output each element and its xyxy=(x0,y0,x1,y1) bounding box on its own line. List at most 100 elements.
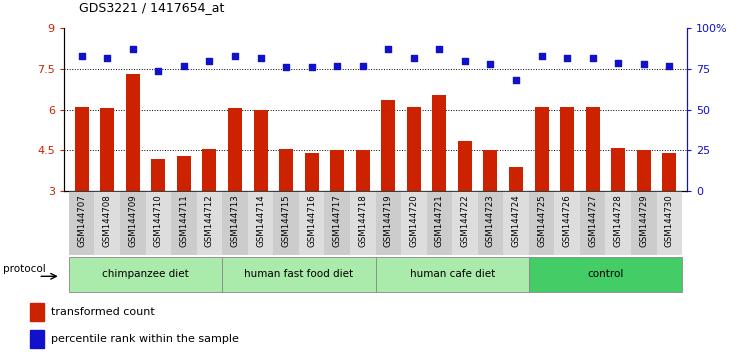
Bar xyxy=(458,141,472,191)
Bar xyxy=(146,191,171,255)
Bar xyxy=(484,150,497,191)
Bar xyxy=(452,191,478,255)
Bar xyxy=(74,107,89,191)
Text: GSM144729: GSM144729 xyxy=(639,194,648,247)
Bar xyxy=(152,159,165,191)
Text: transformed count: transformed count xyxy=(51,307,155,317)
Bar xyxy=(433,95,446,191)
Text: GSM144728: GSM144728 xyxy=(614,194,623,247)
Point xyxy=(663,63,675,69)
Text: GSM144730: GSM144730 xyxy=(665,194,674,247)
Text: control: control xyxy=(587,269,623,279)
Point xyxy=(331,63,343,69)
Bar xyxy=(120,191,146,255)
Bar xyxy=(273,191,299,255)
Bar xyxy=(427,191,452,255)
FancyBboxPatch shape xyxy=(529,257,682,292)
Bar xyxy=(95,191,120,255)
Point xyxy=(127,47,139,52)
Bar xyxy=(248,191,273,255)
Text: GSM144712: GSM144712 xyxy=(205,194,214,247)
Bar xyxy=(30,330,44,348)
Bar xyxy=(356,150,369,191)
Point xyxy=(204,58,216,64)
Point xyxy=(459,58,471,64)
Bar xyxy=(228,108,242,191)
Point xyxy=(229,53,241,59)
Bar xyxy=(631,191,656,255)
Text: GSM144723: GSM144723 xyxy=(486,194,495,247)
Bar xyxy=(324,191,350,255)
Point xyxy=(255,55,267,61)
Text: GSM144724: GSM144724 xyxy=(511,194,520,247)
Bar xyxy=(350,191,376,255)
Text: GSM144722: GSM144722 xyxy=(460,194,469,247)
Text: GSM144714: GSM144714 xyxy=(256,194,265,247)
Bar xyxy=(305,153,318,191)
Text: GSM144717: GSM144717 xyxy=(333,194,342,247)
Text: GSM144711: GSM144711 xyxy=(179,194,189,247)
Point xyxy=(535,53,547,59)
Point xyxy=(433,47,445,52)
Point xyxy=(76,53,88,59)
Text: GSM144718: GSM144718 xyxy=(358,194,367,247)
Bar xyxy=(299,191,324,255)
Text: GSM144725: GSM144725 xyxy=(537,194,546,247)
Point xyxy=(280,64,292,70)
Bar xyxy=(125,74,140,191)
Point xyxy=(484,61,496,67)
Point xyxy=(612,60,624,65)
Point xyxy=(178,63,190,69)
Bar xyxy=(656,191,682,255)
Bar xyxy=(197,191,222,255)
Bar xyxy=(203,149,216,191)
Bar xyxy=(586,107,599,191)
Bar xyxy=(529,191,554,255)
Text: protocol: protocol xyxy=(3,263,46,274)
Point xyxy=(101,55,113,61)
Point xyxy=(408,55,420,61)
Bar xyxy=(171,191,197,255)
Point xyxy=(382,47,394,52)
Text: GSM144726: GSM144726 xyxy=(562,194,572,247)
Bar xyxy=(503,191,529,255)
Text: GSM144720: GSM144720 xyxy=(409,194,418,247)
Bar xyxy=(662,153,677,191)
Text: human fast food diet: human fast food diet xyxy=(244,269,354,279)
Text: GSM144727: GSM144727 xyxy=(588,194,597,247)
Text: GSM144707: GSM144707 xyxy=(77,194,86,247)
Text: GSM144721: GSM144721 xyxy=(435,194,444,247)
Bar xyxy=(100,108,114,191)
Point xyxy=(306,64,318,70)
Bar xyxy=(478,191,503,255)
Text: GSM144709: GSM144709 xyxy=(128,194,137,247)
Point xyxy=(510,78,522,83)
FancyBboxPatch shape xyxy=(69,257,222,292)
Bar xyxy=(382,100,395,191)
Bar xyxy=(611,148,626,191)
Point xyxy=(152,68,164,74)
Bar xyxy=(279,149,293,191)
Bar xyxy=(580,191,605,255)
FancyBboxPatch shape xyxy=(376,257,529,292)
Text: GSM144715: GSM144715 xyxy=(282,194,291,247)
Bar xyxy=(376,191,401,255)
Text: GSM144716: GSM144716 xyxy=(307,194,316,247)
Point xyxy=(561,55,573,61)
Text: GSM144710: GSM144710 xyxy=(154,194,163,247)
Bar xyxy=(401,191,427,255)
Text: GSM144719: GSM144719 xyxy=(384,194,393,247)
Bar xyxy=(330,150,344,191)
Text: GSM144713: GSM144713 xyxy=(231,194,240,247)
Bar xyxy=(222,191,248,255)
Bar xyxy=(254,110,267,191)
Bar xyxy=(30,303,44,321)
Bar xyxy=(554,191,580,255)
Text: percentile rank within the sample: percentile rank within the sample xyxy=(51,334,239,344)
Text: chimpanzee diet: chimpanzee diet xyxy=(102,269,189,279)
Text: GDS3221 / 1417654_at: GDS3221 / 1417654_at xyxy=(79,1,225,14)
Point xyxy=(587,55,599,61)
FancyBboxPatch shape xyxy=(222,257,376,292)
Bar xyxy=(535,107,548,191)
Text: GSM144708: GSM144708 xyxy=(103,194,112,247)
